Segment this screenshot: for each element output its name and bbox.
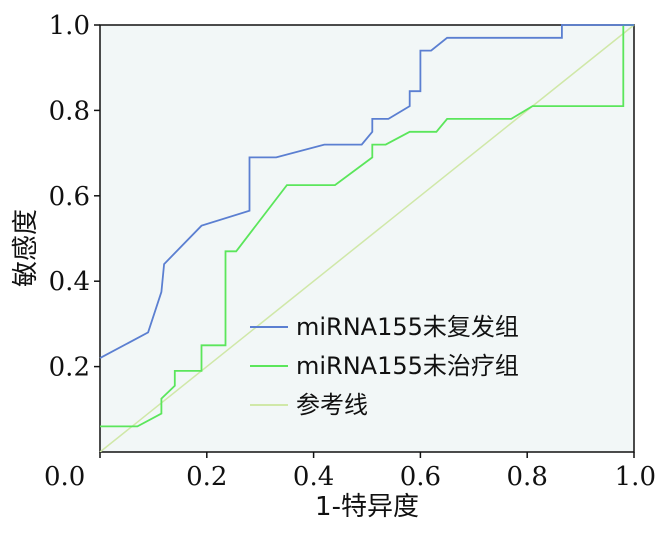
series-unrecurred-line [99, 24, 634, 359]
y-tick-label: 0.8 [49, 96, 90, 126]
x-tick-label: 0.8 [507, 462, 548, 492]
ticks-layer: 0.0 0.2 0.4 0.6 0.8 1.0 0.2 0.4 0.6 0.8 1.0 [44, 11, 656, 492]
x-tick-label: 0.0 [44, 462, 85, 492]
reference-line [99, 24, 635, 453]
legend-label: miRNA155未复发组 [296, 313, 519, 341]
x-tick-label: 0.2 [186, 462, 227, 492]
legend-item-unrecurred: miRNA155未复发组 [250, 313, 519, 341]
y-axis-title: 敏感度 [11, 209, 41, 287]
y-tick-label: 1.0 [49, 11, 90, 41]
y-tick-label: 0.2 [49, 353, 90, 383]
x-tick-label: 0.6 [400, 462, 441, 492]
legend-item-reference: 参考线 [250, 391, 368, 419]
series-untreated-line [100, 24, 634, 428]
x-tick-label: 0.4 [293, 462, 334, 492]
x-axis-title: 1-特异度 [315, 492, 419, 522]
legend-item-untreated: miRNA155未治疗组 [250, 352, 519, 380]
series-layer [99, 24, 635, 453]
y-tick-label: 0.6 [49, 182, 90, 212]
y-tick-label: 0.4 [49, 267, 90, 297]
x-tick-label: 1.0 [615, 462, 656, 492]
legend-label: miRNA155未治疗组 [296, 352, 519, 380]
legend-label: 参考线 [296, 391, 368, 419]
